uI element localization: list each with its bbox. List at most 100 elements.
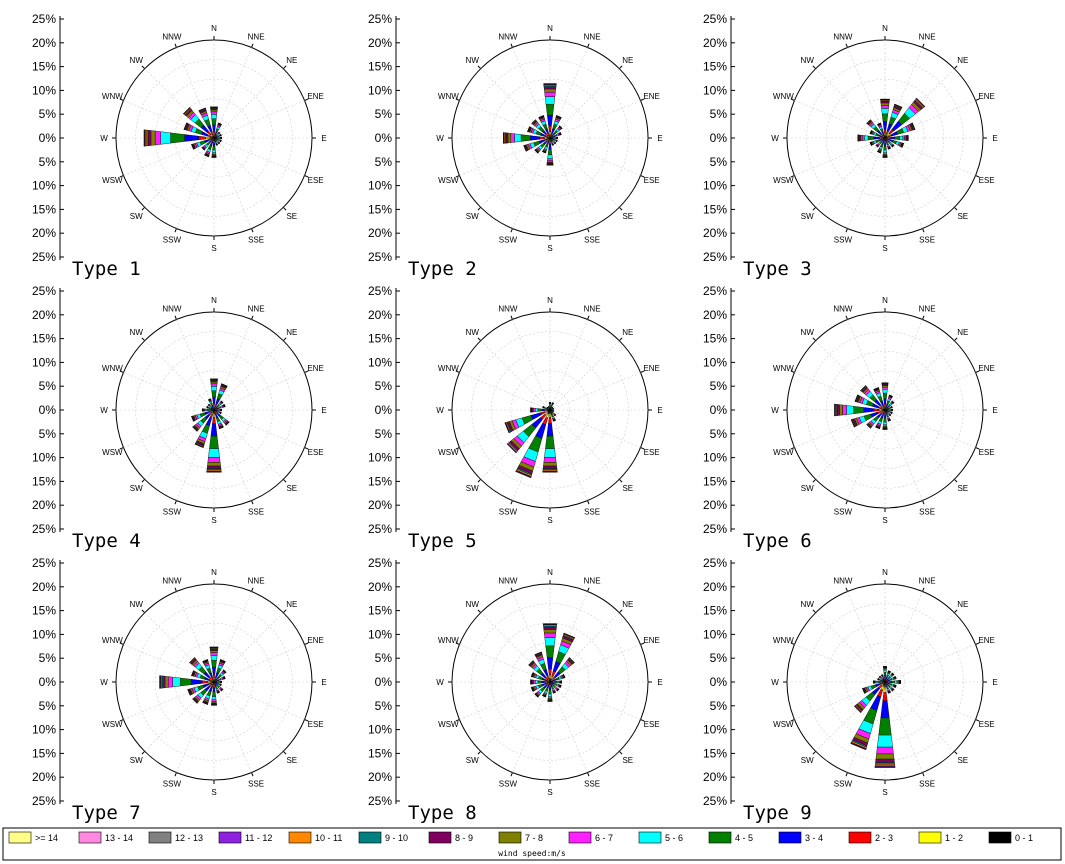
- legend-label: 6 - 7: [595, 833, 613, 843]
- rose-petal-segment: [884, 403, 886, 407]
- direction-label: S: [211, 516, 216, 525]
- rose-petal-segment: [887, 691, 892, 694]
- direction-spoke: [549, 409, 641, 448]
- direction-spoke: [512, 137, 551, 229]
- rose-petal-segment: [883, 672, 887, 676]
- rose-petal-segment: [553, 137, 556, 139]
- rose-petal-segment: [889, 136, 896, 140]
- direction-spoke: [549, 409, 620, 480]
- direction-tick: [477, 478, 482, 483]
- direction-spoke: [144, 137, 215, 208]
- rose-petal-segment: [548, 689, 552, 695]
- y-tick-label: 15%: [368, 746, 392, 760]
- direction-spoke: [549, 644, 641, 683]
- direction-tick: [282, 337, 287, 342]
- rose-petal-segment: [866, 119, 871, 124]
- rose-petal-segment: [878, 675, 881, 678]
- rose-petal-segment: [208, 409, 212, 411]
- direction-tick: [587, 500, 590, 505]
- rose-petal-segment: [191, 416, 194, 422]
- rose-petal-segment: [860, 385, 866, 391]
- direction-spoke: [884, 612, 955, 683]
- rose-petal-segment: [207, 462, 221, 467]
- legend-swatch: [848, 831, 872, 844]
- direction-tick: [141, 478, 146, 483]
- rose-petal-segment: [884, 406, 886, 409]
- rose-petal-segment: [557, 680, 560, 684]
- direction-label: NW: [130, 328, 144, 337]
- direction-label: SSE: [919, 508, 935, 517]
- rose-petal-segment: [523, 145, 527, 152]
- rose-petal-segment: [211, 390, 217, 398]
- legend-label: 13 - 14: [105, 833, 133, 843]
- rose-petal-segment: [873, 136, 880, 140]
- rose-petal-segment: [853, 705, 862, 714]
- rose-petal-segment: [887, 419, 892, 422]
- direction-spoke: [549, 68, 620, 139]
- direction-tick: [304, 98, 309, 101]
- rose-petal-segment: [217, 122, 222, 125]
- y-tick-label: 10%: [368, 355, 392, 369]
- rose-petal-segment: [854, 394, 859, 402]
- y-tick-label: 10%: [32, 179, 56, 193]
- direction-label: WSW: [102, 176, 123, 185]
- rose-petal-segment: [539, 136, 545, 140]
- direction-label: WNW: [102, 636, 123, 645]
- direction-tick: [174, 315, 177, 320]
- range-ring: [135, 331, 293, 489]
- rose-petal-segment: [204, 408, 207, 412]
- legend: >= 14 13 - 14 12 - 13 11 - 12 10 - 11 9 - 10 8…: [2, 827, 1062, 861]
- rose-petal-segment: [549, 404, 551, 407]
- rose-petal-segment: [180, 677, 192, 687]
- direction-tick: [975, 370, 980, 373]
- direction-tick: [141, 206, 146, 211]
- direction-label: WSW: [773, 720, 794, 729]
- rose-petal-segment: [220, 400, 224, 404]
- rose-petal-segment: [206, 405, 208, 409]
- direction-label: SSW: [163, 236, 182, 245]
- direction-label: S: [547, 516, 552, 525]
- rose-petal-segment: [542, 151, 547, 154]
- direction-label: WSW: [438, 448, 459, 457]
- direction-label: SSW: [499, 236, 518, 245]
- direction-spoke: [847, 137, 886, 229]
- direction-tick: [953, 337, 958, 342]
- direction-label: NNE: [584, 32, 601, 41]
- rose-petal-segment: [877, 677, 879, 681]
- rose-petal-segment: [210, 652, 218, 656]
- direction-tick: [304, 447, 309, 450]
- y-tick-label: 20%: [32, 308, 56, 322]
- panel-title: Type 6: [743, 530, 812, 552]
- rose-petal-segment: [201, 680, 208, 684]
- direction-tick: [251, 315, 254, 320]
- rose-petal-segment: [211, 699, 217, 702]
- rose-petal-segment: [212, 413, 216, 418]
- direction-tick: [477, 337, 482, 342]
- y-tick-label: 5%: [375, 379, 393, 393]
- rose-petal-segment: [207, 398, 212, 401]
- rose-petal-segment: [211, 660, 217, 668]
- direction-label: W: [436, 406, 444, 415]
- rose-petal-segment: [168, 676, 173, 688]
- rose-petal-segment: [544, 96, 556, 105]
- direction-tick: [975, 447, 980, 450]
- rose-petal-segment: [192, 426, 198, 432]
- direction-spoke: [176, 319, 215, 411]
- legend-swatch: [708, 831, 732, 844]
- rose-petal-segment: [554, 414, 557, 417]
- rose-petal-segment: [882, 121, 888, 130]
- rose-petal-segment: [883, 421, 887, 425]
- rose-petal-segment: [894, 680, 898, 684]
- y-tick-label: 0%: [375, 675, 393, 689]
- rose-petal-segment: [206, 408, 210, 412]
- y-tick-label: 20%: [368, 498, 392, 512]
- rose-petal-segment: [876, 746, 894, 755]
- rose-petal-segment: [544, 92, 556, 97]
- y-tick-label: 10%: [368, 627, 392, 641]
- legend-swatch: [988, 831, 1012, 844]
- y-tick-label: 15%: [703, 60, 727, 74]
- range-ring: [194, 390, 234, 430]
- legend-swatch: [288, 831, 312, 844]
- rose-petal-segment: [877, 680, 881, 684]
- direction-label: W: [100, 134, 108, 143]
